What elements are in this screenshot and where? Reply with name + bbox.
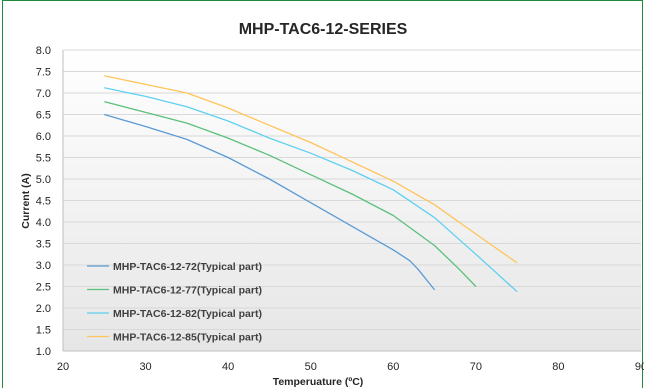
x-axis-title: Temperuature (ºC) — [273, 376, 364, 388]
x-tick-label: 20 — [57, 361, 69, 373]
y-tick-label: 4.0 — [36, 217, 51, 229]
x-tick-label: 50 — [305, 361, 317, 373]
y-tick-label: 1.5 — [36, 325, 51, 337]
y-tick-label: 7.0 — [36, 88, 51, 100]
legend-label: MHP-TAC6-12-82(Typical part) — [113, 308, 262, 320]
y-tick-label: 5.5 — [36, 153, 51, 165]
x-tick-label: 60 — [387, 361, 399, 373]
series-line-4 — [104, 75, 518, 264]
legend-label: MHP-TAC6-12-85(Typical part) — [113, 332, 262, 344]
x-tick-label: 90 — [635, 361, 644, 373]
series-line-3 — [104, 87, 518, 293]
y-tick-label: 6.0 — [36, 131, 51, 143]
series-lines — [104, 75, 518, 293]
series-line-2 — [104, 100, 477, 287]
y-tick-label: 7.5 — [36, 67, 51, 79]
series-line-1 — [104, 113, 436, 291]
x-tick-label: 40 — [222, 361, 234, 373]
y-tick-label: 6.5 — [36, 110, 51, 122]
x-tick-label: 70 — [470, 361, 482, 373]
line-chart: MHP-TAC6-12-SERIES 1.0 1.5 2.0 2.5 3.0 3.5 4.0… — [20, 21, 644, 388]
y-tick-labels: 1.0 1.5 2.0 2.5 3.0 3.5 4.0 4.5 5.0 5.5 6.0 6.5 7.0 7… — [36, 45, 51, 358]
x-tick-labels: 20 30 40 50 60 70 80 90 — [57, 361, 644, 373]
legend-label: MHP-TAC6-12-72(Typical part) — [113, 261, 262, 273]
x-tick-label: 30 — [139, 361, 151, 373]
gridlines — [63, 49, 641, 330]
y-tick-label: 1.0 — [36, 346, 51, 358]
y-tick-label: 5.0 — [36, 174, 51, 186]
chart-title: MHP-TAC6-12-SERIES — [239, 21, 408, 38]
y-tick-label: 4.5 — [36, 196, 51, 208]
x-tick-label: 80 — [552, 361, 564, 373]
y-tick-label: 8.0 — [36, 45, 51, 57]
y-axis-title: Current (A) — [20, 173, 32, 228]
y-tick-label: 3.0 — [36, 260, 51, 272]
y-tick-label: 2.0 — [36, 303, 51, 315]
legend: MHP-TAC6-12-72(Typical part) MHP-TAC6-12-… — [87, 261, 262, 344]
y-tick-label: 3.5 — [36, 239, 51, 251]
legend-label: MHP-TAC6-12-77(Typical part) — [113, 285, 262, 297]
y-tick-label: 2.5 — [36, 282, 51, 294]
